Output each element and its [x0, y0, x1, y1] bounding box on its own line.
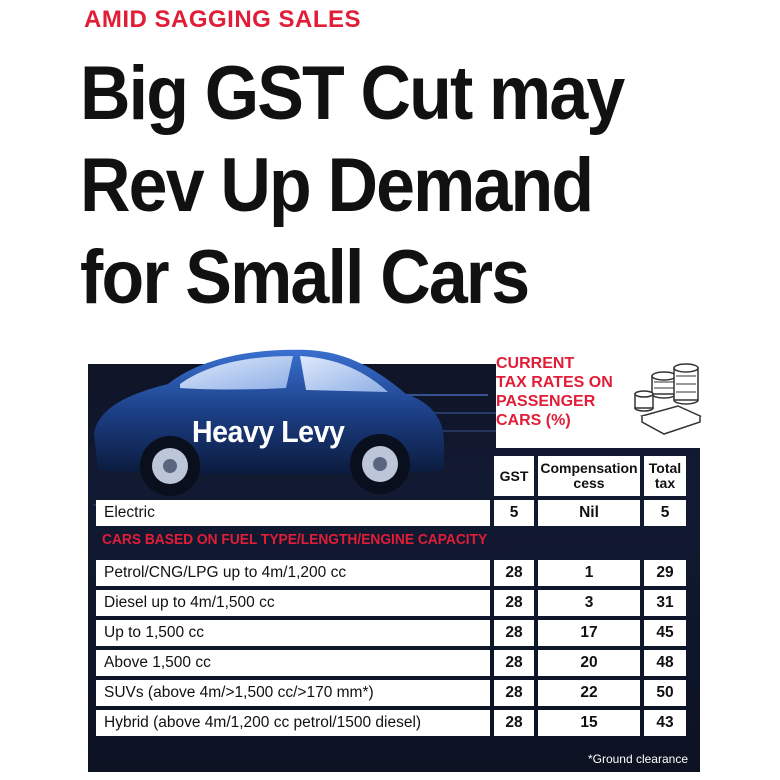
row-gst: 5: [494, 500, 534, 526]
header-gst-label: GST: [499, 467, 529, 484]
row-cess: Nil: [538, 500, 640, 526]
row-total: 45: [644, 620, 686, 646]
row-name: Up to 1,500 cc: [96, 620, 490, 646]
header-cess: Compensation cess: [538, 456, 640, 496]
row-name: SUVs (above 4m/>1,500 cc/>170 mm*): [96, 680, 490, 706]
car-label: Heavy Levy: [192, 414, 345, 449]
row-gst: 28: [494, 590, 534, 616]
row-name: Above 1,500 cc: [96, 650, 490, 676]
row-name: Diesel up to 4m/1,500 cc: [96, 590, 490, 616]
row-cess: 15: [538, 710, 640, 736]
row-cess: 1: [538, 560, 640, 586]
row-cess: 22: [538, 680, 640, 706]
row-cess: 17: [538, 620, 640, 646]
headline: Big GST Cut may Rev Up Demand for Small …: [80, 48, 687, 324]
row-total: 43: [644, 710, 686, 736]
info-title-line-3: PASSENGER: [496, 393, 596, 410]
row-gst: 28: [494, 560, 534, 586]
info-title-line-2: TAX RATES ON: [496, 374, 613, 391]
info-title-line-4: CARS (%): [496, 412, 571, 429]
headline-line-1: Big GST Cut may: [80, 51, 625, 136]
row-total: 31: [644, 590, 686, 616]
info-title-line-1: CURRENT: [496, 355, 575, 372]
header-cess-line-1: Compensation: [540, 460, 638, 476]
kicker: AMID SAGGING SALES: [84, 6, 362, 33]
row-name: Electric: [96, 500, 490, 526]
row-gst: 28: [494, 650, 534, 676]
section-label: CARS BASED ON FUEL TYPE/LENGTH/ENGINE CA…: [102, 532, 488, 548]
money-stack-icon: [634, 363, 703, 435]
row-cess: 3: [538, 590, 640, 616]
row-total: 50: [644, 680, 686, 706]
row-cess: 20: [538, 650, 640, 676]
row-name: Petrol/CNG/LPG up to 4m/1,200 cc: [96, 560, 490, 586]
header-total: Total tax: [644, 456, 686, 496]
footnote: *Ground clearance: [587, 752, 688, 766]
row-name: Hybrid (above 4m/1,200 cc petrol/1500 di…: [96, 710, 490, 736]
header-cess-line-2: cess: [573, 475, 605, 491]
headline-line-3: for Small Cars: [80, 235, 530, 320]
info-box: CURRENT TAX RATES ON PASSENGER CARS (%): [496, 340, 706, 448]
header-gst: GST: [494, 456, 534, 496]
header-total-line-1: Total: [648, 460, 682, 476]
header-total-line-2: tax: [654, 475, 676, 491]
car-illustration: [94, 349, 444, 496]
row-gst: 28: [494, 710, 534, 736]
row-gst: 28: [494, 620, 534, 646]
info-title: CURRENT TAX RATES ON PASSENGER CARS (%): [496, 354, 656, 430]
row-total: 5: [644, 500, 686, 526]
row-gst: 28: [494, 680, 534, 706]
headline-line-2: Rev Up Demand: [80, 143, 594, 228]
row-total: 29: [644, 560, 686, 586]
row-total: 48: [644, 650, 686, 676]
